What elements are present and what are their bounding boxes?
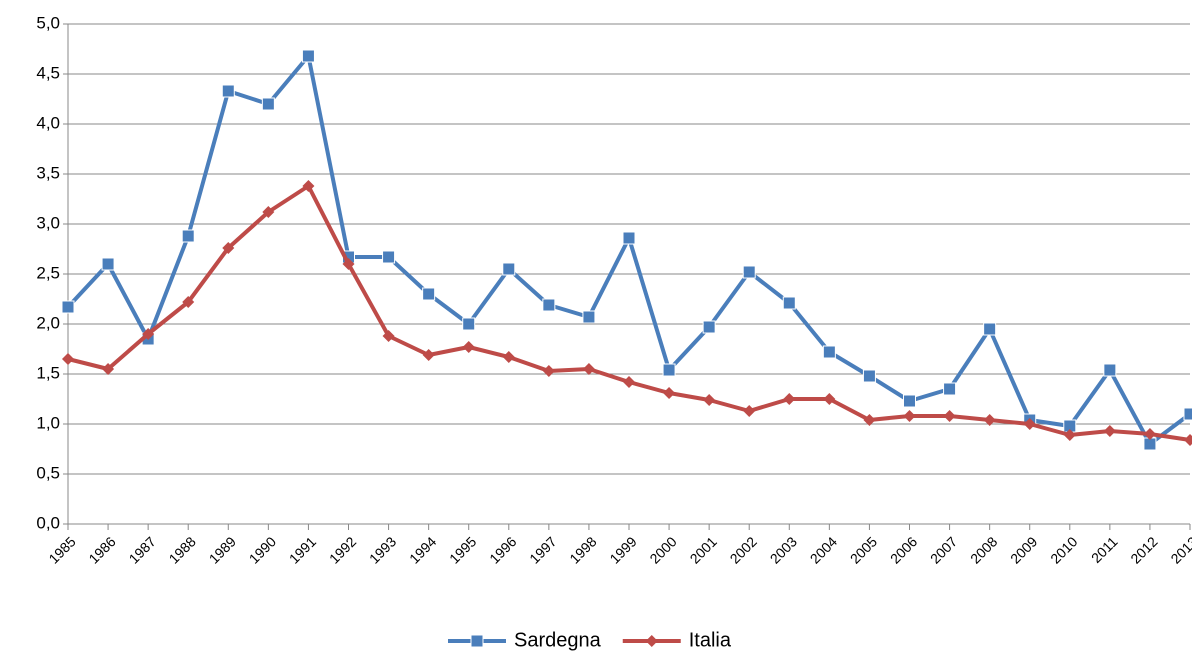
marker [181, 229, 195, 243]
marker [622, 231, 636, 245]
y-tick-label: 0,0 [36, 513, 60, 532]
marker [502, 262, 516, 276]
y-tick-label: 5,0 [36, 13, 60, 32]
marker [1143, 428, 1156, 440]
marker [62, 353, 74, 365]
marker [663, 387, 676, 399]
marker [702, 320, 716, 334]
x-tick-label: 1987 [126, 533, 159, 566]
marker [222, 242, 235, 254]
marker [542, 298, 556, 312]
marker [422, 287, 436, 301]
marker [662, 363, 676, 377]
marker [502, 351, 515, 363]
marker [422, 349, 435, 361]
marker [382, 330, 395, 342]
marker [742, 265, 756, 279]
marker [782, 296, 796, 310]
y-tick-label: 4,0 [36, 113, 60, 132]
y-tick-label: 1,5 [36, 363, 60, 382]
marker [863, 414, 876, 426]
x-tick-label: 1993 [366, 533, 399, 566]
marker [382, 250, 396, 264]
legend-label: Italia [689, 629, 732, 651]
x-tick-label: 2004 [807, 533, 840, 566]
marker [61, 300, 75, 314]
x-tick-label: 2009 [1007, 533, 1040, 566]
marker [582, 310, 596, 324]
marker [983, 414, 996, 426]
marker [142, 328, 155, 340]
marker [943, 410, 956, 422]
x-tick-label: 2010 [1047, 533, 1080, 566]
x-tick-label: 1989 [206, 533, 239, 566]
x-tick-label: 1997 [526, 533, 559, 566]
x-tick-label: 2000 [646, 533, 679, 566]
x-tick-label: 2011 [1088, 533, 1121, 566]
x-tick-label: 1991 [286, 533, 319, 566]
marker [101, 257, 115, 271]
x-tick-label: 2007 [927, 533, 960, 566]
x-tick-label: 2005 [847, 533, 880, 566]
marker [182, 296, 195, 308]
x-tick-label: 2013 [1167, 533, 1192, 566]
marker [903, 394, 916, 408]
marker [1103, 363, 1117, 377]
marker [301, 49, 315, 63]
marker [582, 363, 595, 375]
y-tick-label: 3,0 [36, 213, 60, 232]
marker [261, 97, 275, 111]
marker [462, 317, 476, 331]
marker [703, 394, 716, 406]
y-tick-label: 1,0 [36, 413, 60, 432]
marker [823, 393, 836, 405]
y-tick-label: 0,5 [36, 463, 60, 482]
x-tick-label: 1994 [406, 533, 439, 566]
marker [1103, 425, 1116, 437]
marker [221, 84, 235, 98]
y-tick-label: 2,5 [36, 263, 60, 282]
marker [1183, 407, 1192, 421]
marker [743, 405, 756, 417]
x-tick-label: 1988 [166, 533, 199, 566]
marker [262, 206, 275, 218]
marker [943, 382, 957, 396]
marker [542, 365, 555, 377]
x-tick-label: 1986 [85, 533, 118, 566]
marker [342, 258, 355, 270]
y-tick-label: 2,0 [36, 313, 60, 332]
marker [102, 363, 115, 375]
marker [783, 393, 796, 405]
x-tick-label: 1990 [246, 533, 279, 566]
legend-label: Sardegna [514, 629, 602, 651]
x-tick-label: 2008 [967, 533, 1000, 566]
x-tick-label: 1985 [45, 533, 78, 566]
x-tick-label: 1999 [606, 533, 639, 566]
marker [862, 369, 876, 383]
marker [822, 345, 836, 359]
marker [623, 376, 635, 388]
marker [470, 634, 484, 648]
x-tick-label: 2003 [767, 533, 800, 566]
y-tick-label: 4,5 [36, 63, 60, 82]
x-tick-label: 2001 [687, 533, 720, 566]
marker [1184, 434, 1192, 446]
x-tick-label: 1992 [326, 533, 359, 566]
x-tick-label: 1995 [446, 533, 479, 566]
marker [1063, 429, 1076, 441]
marker [302, 180, 315, 192]
marker [462, 341, 475, 353]
marker [645, 635, 658, 647]
x-tick-label: 2002 [727, 533, 760, 566]
x-tick-label: 1998 [566, 533, 599, 566]
marker [1023, 418, 1036, 430]
x-tick-label: 1996 [486, 533, 519, 566]
marker [983, 322, 997, 336]
marker [903, 410, 916, 422]
y-tick-label: 3,5 [36, 163, 60, 182]
x-tick-label: 2006 [887, 533, 920, 566]
x-tick-label: 2012 [1127, 533, 1160, 566]
